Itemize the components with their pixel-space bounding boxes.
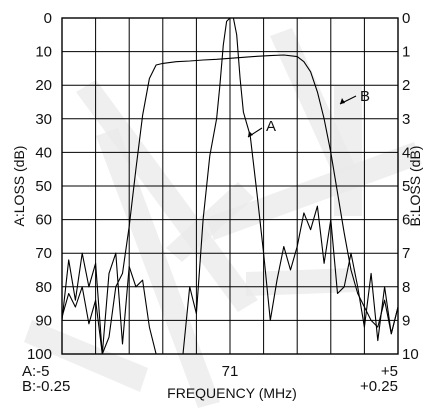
callout-a-arrowhead <box>248 131 253 137</box>
callout-a-label: A <box>266 118 276 135</box>
left-tick-label: 80 <box>35 279 52 296</box>
series-a-line <box>61 17 399 355</box>
right-tick-label: 8 <box>402 279 410 296</box>
x-tick-left-b: B:-0.25 <box>22 378 70 395</box>
callout-b: B <box>339 88 370 105</box>
right-tick-label: 10 <box>402 346 419 363</box>
x-tick-right-b: +0.25 <box>360 378 398 395</box>
right-tick-label: 4 <box>402 144 410 161</box>
right-axis-title: B:LOSS (dB) <box>407 146 423 227</box>
left-tick-label: 0 <box>44 10 52 27</box>
watermark <box>24 28 422 408</box>
left-tick-label: 60 <box>35 212 52 229</box>
left-tick-label: 20 <box>35 77 52 94</box>
right-tick-label: 1 <box>402 44 410 61</box>
left-tick-label: 10 <box>35 44 52 61</box>
right-axis-ticks: 0 1 2 3 4 5 6 7 8 9 10 <box>402 10 419 363</box>
x-tick-right-a: +5 <box>381 363 398 380</box>
left-axis-ticks: 0 10 20 30 40 50 60 70 80 90 100 <box>27 10 52 363</box>
right-tick-label: 9 <box>402 312 410 329</box>
x-tick-left-a: A:-5 <box>22 363 50 380</box>
left-tick-label: 50 <box>35 178 52 195</box>
left-tick-label: 40 <box>35 144 52 161</box>
series-b-line <box>61 54 399 355</box>
callout-b-label: B <box>360 88 370 105</box>
grid <box>62 18 398 354</box>
right-tick-label: 5 <box>402 178 410 195</box>
right-tick-label: 6 <box>402 212 410 229</box>
right-tick-label: 3 <box>402 111 410 128</box>
right-tick-label: 7 <box>402 245 410 262</box>
right-tick-label: 2 <box>402 77 410 94</box>
left-tick-label: 90 <box>35 312 52 329</box>
left-tick-label: 30 <box>35 111 52 128</box>
x-tick-center: 71 <box>222 363 239 380</box>
left-axis-title: A:LOSS (dB) <box>11 146 27 227</box>
x-axis-title: FREQUENCY (MHz) <box>167 385 297 401</box>
x-axis-labels: A:-5 B:-0.25 71 +5 +0.25 FREQUENCY (MHz) <box>22 363 398 401</box>
left-tick-label: 70 <box>35 245 52 262</box>
left-tick-label: 100 <box>27 346 52 363</box>
callout-b-arrowhead <box>340 98 345 104</box>
right-tick-label: 0 <box>402 10 410 27</box>
callout-a: A <box>247 118 276 138</box>
